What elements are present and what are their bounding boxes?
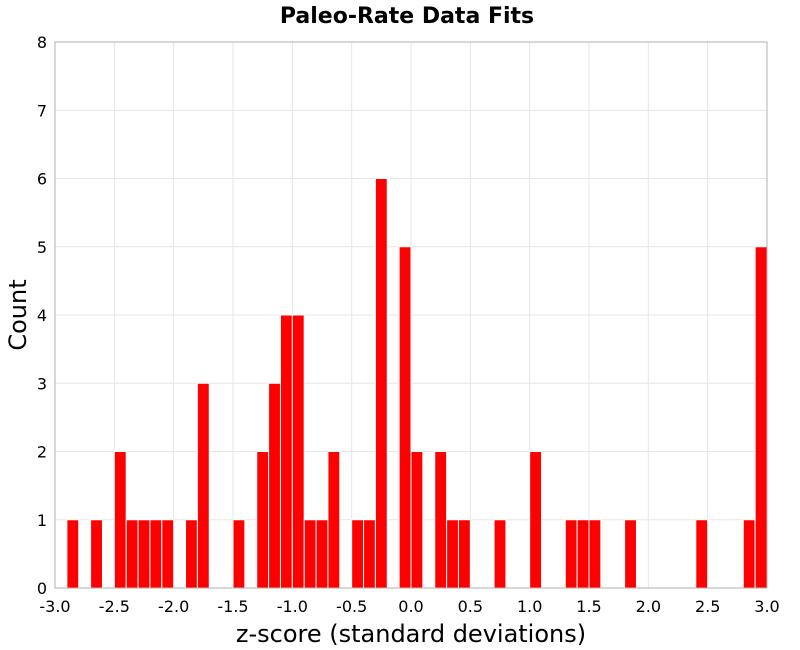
histogram-bar xyxy=(125,519,139,589)
x-tick-label: -1.0 xyxy=(277,597,308,616)
histogram-bar xyxy=(363,519,376,589)
histogram-bar xyxy=(303,519,317,589)
y-tick-label: 4 xyxy=(37,306,47,325)
x-axis-label: z-score (standard deviations) xyxy=(236,620,586,648)
histogram-bar xyxy=(161,519,175,589)
x-tick-label: -2.5 xyxy=(99,597,130,616)
histogram-bar xyxy=(374,178,388,589)
x-tick-label: 0.5 xyxy=(458,597,483,616)
histogram-bar xyxy=(137,519,151,589)
histogram-bar xyxy=(576,519,590,589)
y-tick-label: 1 xyxy=(37,511,47,530)
histogram-bar xyxy=(754,246,768,589)
histogram-bar xyxy=(529,451,543,589)
histogram-bar xyxy=(90,519,103,589)
x-tick-label: 1.5 xyxy=(576,597,601,616)
x-tick-label: -3.0 xyxy=(39,597,70,616)
x-tick-label: 2.5 xyxy=(695,597,720,616)
histogram-bar xyxy=(351,519,365,589)
histogram-bar xyxy=(256,451,270,589)
y-tick-label: 7 xyxy=(37,101,47,120)
x-tick-label: 2.0 xyxy=(636,597,661,616)
histogram-bar xyxy=(113,451,127,589)
x-tick-label: 1.0 xyxy=(517,597,542,616)
histogram-bar xyxy=(564,519,578,589)
y-tick-label: 8 xyxy=(37,33,47,52)
y-tick-label: 0 xyxy=(37,579,47,598)
histogram-bar xyxy=(434,451,448,589)
y-tick-label: 3 xyxy=(37,374,47,393)
y-axis: 0 1 2 3 4 5 6 7 8 xyxy=(37,33,47,598)
histogram-bar xyxy=(196,382,210,589)
histogram-bar xyxy=(624,519,637,589)
x-tick-label: -2.0 xyxy=(158,597,189,616)
histogram-bar xyxy=(410,451,424,589)
histogram-bar xyxy=(457,519,471,589)
y-axis-label: Count xyxy=(4,279,32,350)
histogram-bar xyxy=(327,451,341,589)
y-tick-label: 6 xyxy=(37,170,47,189)
histogram-bar xyxy=(66,519,80,589)
histogram-bar xyxy=(695,519,709,589)
histogram-bar xyxy=(398,246,412,589)
x-tick-label: -0.5 xyxy=(336,597,367,616)
histogram-bar xyxy=(493,519,507,589)
histogram-bar xyxy=(291,314,305,589)
plot-area xyxy=(54,41,768,589)
x-tick-label: 3.0 xyxy=(754,597,779,616)
histogram-bar xyxy=(588,519,602,589)
histogram-bar xyxy=(268,382,281,589)
histogram-bar xyxy=(315,519,329,589)
histogram-bar xyxy=(446,519,459,589)
chart-title: Paleo-Rate Data Fits xyxy=(280,4,534,29)
y-tick-label: 2 xyxy=(37,443,47,462)
histogram-bar xyxy=(742,519,756,589)
x-tick-label: 0.0 xyxy=(398,597,423,616)
x-axis: -3.0 -2.5 -2.0 -1.5 -1.0 -0.5 0.0 0.5 1.0 1.5 2.0 2… xyxy=(39,597,779,616)
y-tick-label: 5 xyxy=(37,238,47,257)
x-tick-label: -1.5 xyxy=(217,597,248,616)
histogram-bar xyxy=(149,519,163,589)
histogram-bar xyxy=(279,314,293,589)
histogram-bar xyxy=(185,519,198,589)
histogram-bar xyxy=(232,519,246,589)
bar-series xyxy=(66,178,768,589)
